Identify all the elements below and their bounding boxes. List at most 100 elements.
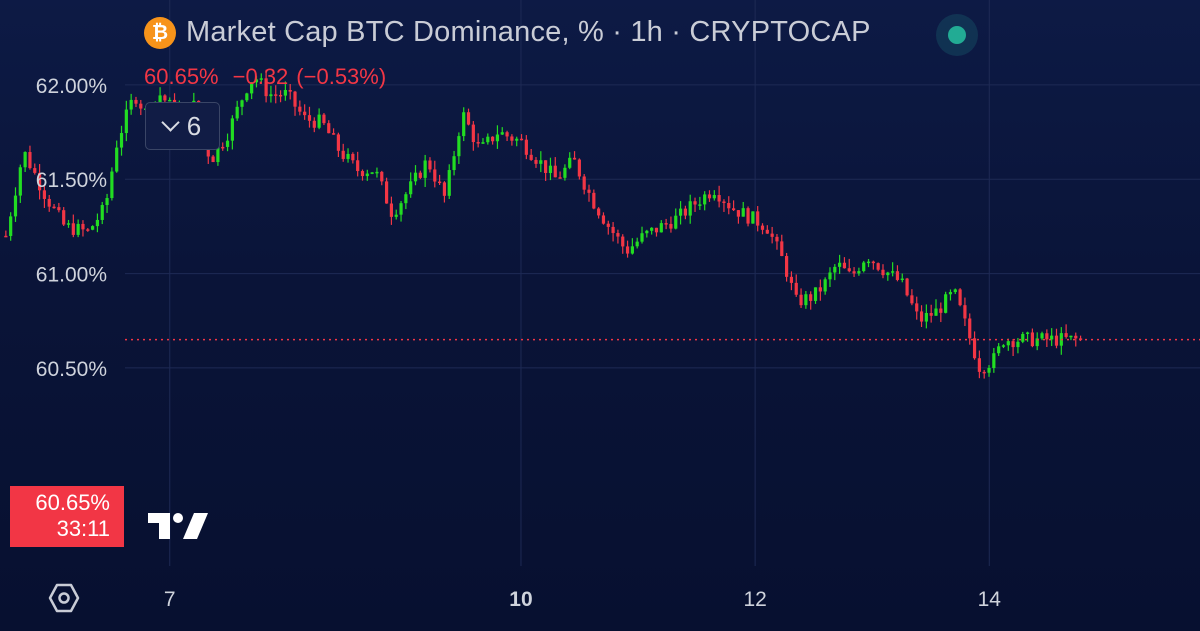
candle-body (245, 93, 249, 101)
candle-body (601, 215, 606, 224)
candle-body (240, 100, 244, 107)
candle-body (81, 223, 85, 230)
price-change-percent: (−0.53%) (296, 64, 387, 89)
candle-body (1035, 338, 1039, 347)
candle-body (288, 89, 292, 92)
candle-body (789, 276, 794, 283)
candle-body (606, 223, 610, 227)
candle-body (756, 211, 760, 226)
candle-body (298, 106, 302, 112)
bitcoin-icon: ₿ (144, 16, 176, 49)
candle-body (900, 278, 904, 281)
candle-body (972, 338, 977, 359)
candle-body (558, 177, 562, 179)
candle-body (553, 165, 557, 178)
candle-body (351, 153, 355, 161)
candlestick-series (4, 69, 1083, 379)
candle-body (871, 261, 875, 264)
candle-body (23, 152, 27, 168)
candle-body (100, 205, 104, 220)
chart-settings-icon[interactable] (48, 582, 80, 614)
candle-body (438, 181, 442, 184)
candle-body (119, 133, 124, 148)
candle-body (568, 157, 572, 168)
candle-body (452, 156, 456, 171)
candle-body (640, 233, 644, 242)
candle-body (611, 226, 615, 234)
candle-body (384, 181, 389, 204)
candle-body (346, 153, 350, 159)
candle-body (1016, 341, 1020, 348)
candle-body (341, 150, 345, 159)
candle-body (592, 192, 596, 209)
candle-body (13, 195, 18, 217)
candle-body (616, 233, 620, 237)
candle-body (380, 171, 384, 182)
candle-body (303, 111, 307, 116)
candle-body (42, 190, 47, 199)
symbol-title[interactable]: Market Cap BTC Dominance, % · 1h · CRYPT… (186, 16, 871, 48)
candle-body (678, 208, 683, 216)
candle-body (852, 271, 856, 274)
candle-body (577, 159, 581, 177)
candle-body (895, 271, 900, 280)
candle-body (727, 202, 731, 209)
candle-body (707, 194, 712, 199)
candle-body (953, 289, 957, 293)
candle-body (823, 279, 827, 292)
candle-body (110, 171, 114, 199)
candle-body (992, 353, 996, 368)
candle-body (33, 168, 37, 173)
candle-body (457, 136, 461, 157)
candle-body (1006, 341, 1010, 346)
candle-body (813, 287, 818, 301)
candle-body (1054, 335, 1059, 346)
candle-body (124, 109, 128, 134)
candle-body (982, 371, 986, 374)
candle-body (654, 227, 659, 233)
candle-body (731, 208, 736, 211)
candle-body (760, 225, 765, 230)
candle-body (544, 160, 548, 174)
candle-body (471, 124, 475, 143)
chevron-down-icon (161, 113, 180, 132)
candle-body (254, 79, 259, 83)
bar-countdown: 33:11 (56, 516, 110, 541)
x-tick-label: 14 (978, 588, 1002, 611)
candle-body (818, 287, 822, 292)
candle-body (95, 219, 100, 227)
candle-body (327, 123, 331, 134)
candle-body (1045, 333, 1049, 340)
candle-body (235, 106, 239, 119)
candle-body (650, 227, 654, 231)
candle-body (866, 261, 871, 264)
y-tick-label: 62.00% (36, 75, 107, 98)
candle-body (876, 263, 880, 270)
x-axis: 7 10 12 14 (164, 588, 1001, 611)
last-price: 60.65% (144, 64, 219, 89)
candle-body (862, 262, 866, 272)
candle-body (534, 159, 538, 164)
candle-body (52, 206, 56, 209)
candle-body (409, 181, 413, 195)
candle-body (375, 171, 379, 174)
grid-lines (125, 0, 1200, 566)
indicators-collapse-button[interactable]: 6 (145, 102, 220, 150)
candle-body (539, 160, 543, 164)
x-tick-label: 7 (164, 588, 176, 611)
candle-body (225, 140, 230, 147)
candle-body (365, 173, 369, 177)
candle-body (500, 132, 504, 135)
candle-body (780, 241, 784, 257)
candle-body (929, 312, 933, 316)
candle-body (804, 294, 808, 306)
candle-body (423, 160, 427, 178)
candle-body (1074, 335, 1078, 339)
current-price-tag: 60.65% 33:11 (10, 486, 124, 547)
market-status-indicator[interactable] (936, 14, 978, 56)
candle-body (495, 134, 500, 142)
candle-body (828, 272, 832, 280)
price-tag-value: 60.65% (35, 490, 110, 515)
candle-body (1064, 333, 1068, 337)
